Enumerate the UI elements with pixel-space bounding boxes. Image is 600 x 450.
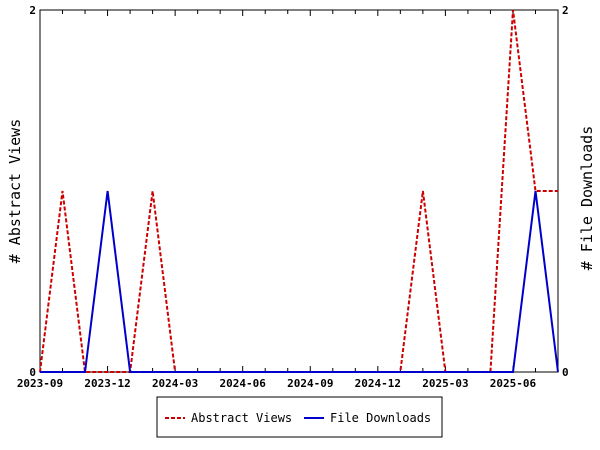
x-tick-label: 2023-09 <box>17 377 63 390</box>
x-tick-label: 2024-06 <box>220 377 267 390</box>
legend-label-file-downloads: File Downloads <box>330 411 431 425</box>
y2-axis-title: # File Downloads <box>578 126 596 271</box>
y2-tick-label: 0 <box>562 366 569 379</box>
series-line-file-downloads <box>40 190 559 373</box>
x-tick-label: 2024-09 <box>287 377 333 390</box>
legend: Abstract Views File Downloads <box>156 396 443 438</box>
y-tick-label: 0 <box>29 366 36 379</box>
legend-box <box>156 396 443 438</box>
x-tick-label: 2023-12 <box>84 377 130 390</box>
y-axis-title: # Abstract Views <box>6 119 24 264</box>
x-tick-label: 2024-12 <box>355 377 401 390</box>
series-lines <box>39 9 559 373</box>
plot-area <box>39 9 559 373</box>
x-tick-label: 2025-06 <box>490 377 537 390</box>
x-tick-label: 2025-03 <box>422 377 468 390</box>
y-tick-label: 2 <box>29 4 36 17</box>
x-axis-tick-labels: 2023-09 2023-12 2024-03 2024-06 2024-09 2024-… <box>17 377 537 390</box>
x-tick-label: 2024-03 <box>152 377 198 390</box>
legend-label-abstract-views: Abstract Views <box>191 411 292 425</box>
y2-tick-label: 2 <box>562 4 569 17</box>
